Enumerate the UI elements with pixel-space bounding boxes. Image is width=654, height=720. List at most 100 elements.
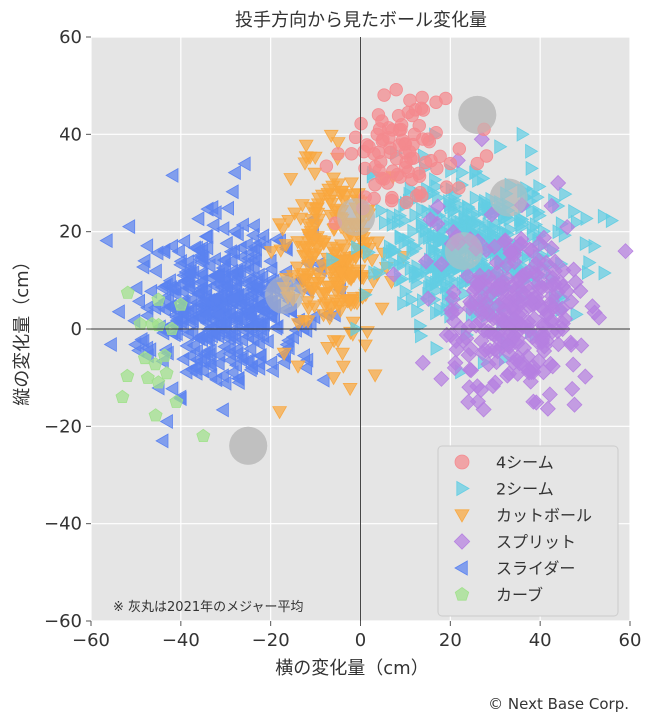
legend-label: 2シーム (496, 480, 554, 499)
data-point (418, 231, 432, 246)
data-point (485, 310, 502, 327)
data-point (433, 256, 450, 273)
data-point (374, 302, 390, 316)
data-point (563, 336, 580, 353)
data-point (243, 341, 257, 357)
data-point (307, 167, 323, 181)
data-point (164, 238, 179, 254)
league-average-circle (444, 232, 483, 271)
data-point (220, 200, 235, 216)
legend-label: カーブ (496, 586, 543, 605)
data-point (344, 177, 359, 191)
data-point (318, 287, 334, 301)
data-point (234, 249, 248, 265)
data-point (377, 88, 391, 102)
data-point (157, 348, 172, 362)
data-point (133, 316, 148, 331)
data-point (237, 156, 251, 172)
data-point (371, 108, 386, 122)
data-point (534, 332, 551, 349)
data-point (215, 368, 229, 384)
data-point (513, 230, 530, 248)
data-point (487, 374, 504, 391)
data-point (323, 198, 339, 212)
data-point (477, 202, 492, 218)
legend-item: カーブ (454, 586, 543, 605)
data-point (530, 352, 547, 369)
y-tick-label: −40 (44, 514, 82, 535)
data-point (461, 379, 478, 396)
data-point (531, 280, 548, 297)
data-point (176, 233, 191, 249)
data-point (565, 356, 582, 373)
data-point (515, 220, 529, 235)
data-point (376, 132, 390, 146)
data-point (541, 386, 558, 403)
data-point (148, 263, 162, 279)
data-point (298, 360, 313, 376)
data-point (131, 293, 146, 309)
data-point (103, 337, 117, 352)
data-point (139, 238, 154, 254)
data-point (335, 360, 351, 374)
data-point (216, 221, 230, 237)
data-point (306, 277, 322, 291)
data-point (559, 186, 573, 202)
data-point (335, 255, 350, 269)
series-5 (99, 156, 346, 449)
data-point (359, 287, 373, 303)
data-point (99, 233, 113, 249)
data-point (251, 267, 265, 283)
data-point (546, 262, 563, 279)
data-point (233, 352, 248, 368)
y-axis-label: 縦の変化量（cm） (12, 252, 33, 405)
data-point (155, 433, 169, 449)
data-point (416, 202, 430, 217)
data-point (406, 244, 420, 260)
data-point (471, 215, 485, 231)
data-point (219, 235, 233, 251)
data-point (399, 195, 414, 210)
legend-item: カットボール (454, 506, 592, 525)
data-point (163, 280, 177, 296)
data-point (348, 130, 363, 145)
data-point (321, 183, 337, 197)
data-point (444, 305, 461, 322)
data-point (194, 274, 208, 289)
data-point (580, 211, 594, 226)
data-point (330, 137, 346, 151)
data-point (415, 328, 429, 344)
league-average-circle (265, 275, 304, 314)
legend-marker (453, 533, 471, 550)
legend-item: 4シーム (454, 453, 554, 472)
data-point (319, 159, 334, 173)
data-point (488, 354, 505, 371)
data-point (303, 256, 319, 270)
legend-label: カットボール (496, 506, 592, 525)
data-point (443, 156, 458, 171)
data-point (588, 238, 602, 254)
data-point (422, 211, 439, 228)
data-point (526, 310, 543, 327)
data-point (522, 373, 539, 390)
data-point (245, 227, 260, 243)
data-point (173, 297, 188, 311)
data-point (317, 299, 333, 313)
data-point (204, 368, 218, 383)
data-point (290, 360, 306, 374)
data-point (445, 284, 462, 301)
data-point (494, 139, 508, 155)
data-point (151, 292, 166, 306)
data-point (189, 343, 203, 359)
data-point (516, 285, 533, 302)
data-point (207, 325, 221, 341)
data-point (238, 275, 252, 291)
data-point (223, 244, 237, 260)
x-axis-ticks: −60 −40 −20 0 20 40 60 (72, 621, 641, 651)
data-point (474, 345, 491, 362)
data-point (358, 161, 372, 176)
data-point (326, 252, 340, 268)
data-point (129, 280, 143, 296)
data-point (229, 341, 243, 357)
